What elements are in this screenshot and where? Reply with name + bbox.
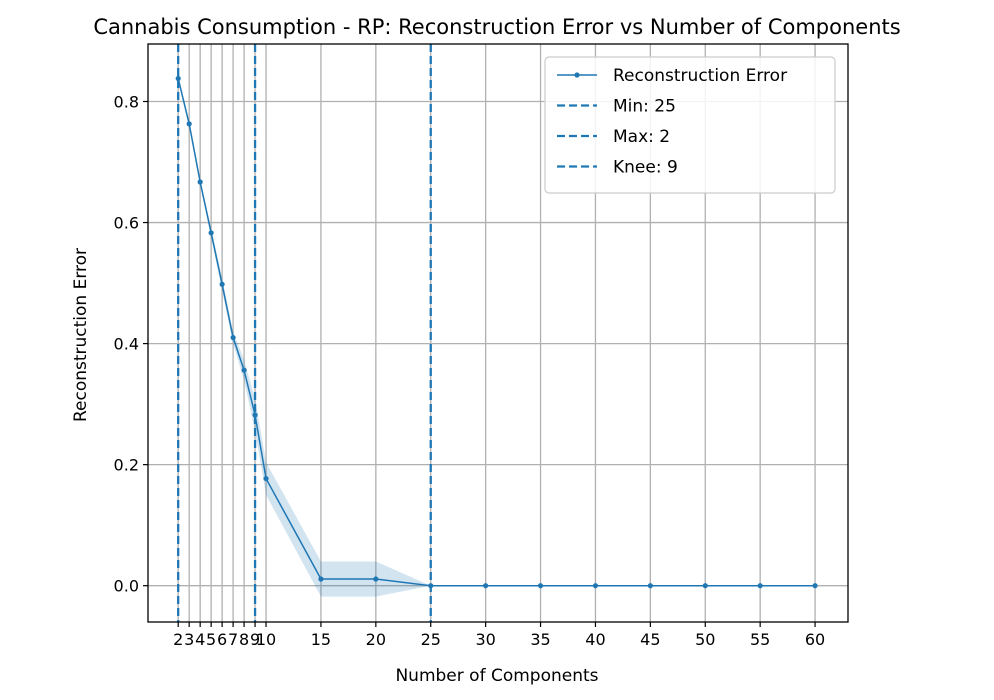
data-point — [208, 230, 214, 236]
y-tick-label: 0.8 — [114, 92, 139, 111]
data-point — [537, 583, 544, 589]
x-tick-label: 50 — [695, 630, 715, 649]
data-point — [186, 121, 192, 127]
data-point — [647, 583, 653, 589]
y-tick-label: 0.0 — [114, 577, 139, 596]
x-tick-label: 30 — [475, 630, 495, 649]
data-point — [241, 367, 247, 373]
x-tick-label: 5 — [206, 630, 216, 649]
legend-box — [544, 56, 836, 194]
series-layer — [175, 75, 818, 589]
data-point — [252, 412, 258, 418]
y-tick-label: 0.4 — [114, 335, 139, 354]
x-tick-label: 4 — [195, 630, 205, 649]
reference-lines — [177, 44, 432, 622]
y-tick-label: 0.6 — [114, 214, 139, 233]
x-tick-label: 6 — [217, 630, 227, 649]
x-tick-label: 7 — [228, 630, 238, 649]
data-point — [263, 475, 269, 482]
x-tick-label: 55 — [750, 630, 770, 649]
data-point — [219, 281, 225, 287]
x-tick-label: 25 — [421, 630, 441, 649]
data-point — [175, 75, 181, 82]
y-tick-label: 0.2 — [114, 456, 139, 475]
data-point — [592, 583, 599, 589]
legend-label: Knee: 9 — [613, 158, 678, 178]
chart-title: Cannabis Consumption - RP: Reconstructio… — [93, 15, 900, 39]
data-point — [230, 334, 236, 341]
x-tick-label: 9 — [250, 630, 260, 649]
data-point — [197, 179, 203, 185]
legend-label: Min: 25 — [613, 97, 676, 117]
legend-label: Reconstruction Error — [613, 66, 787, 86]
legend-label: Max: 2 — [613, 127, 670, 147]
plot-frame — [147, 43, 849, 623]
x-tick-label: 45 — [640, 630, 660, 649]
x-tick-label: 10 — [256, 630, 276, 649]
axes: 2 3 4 5 6 7 8 910 15 20 25 30 35 40 45 50 55 600.00.20.40… — [114, 43, 849, 649]
x-axis-label: Number of Components — [395, 666, 598, 686]
data-point — [483, 583, 489, 589]
x-tick-label: 3 — [184, 630, 194, 649]
y-axis-label: Reconstruction Error — [71, 248, 91, 422]
data-point — [318, 576, 324, 582]
data-point — [428, 583, 434, 589]
x-tick-label: 8 — [239, 630, 249, 649]
x-tick-label: 60 — [805, 630, 825, 649]
data-point — [702, 583, 708, 589]
legend: Reconstruction Error Min: 25 Max: 2 Knee: 9 — [544, 56, 836, 194]
x-tick-label: 2 — [173, 630, 183, 649]
x-tick-label: 15 — [311, 630, 331, 649]
data-point — [812, 583, 818, 589]
legend-marker-swatch — [574, 72, 580, 78]
data-point — [373, 576, 379, 582]
x-tick-label: 20 — [366, 630, 386, 649]
x-tick-label: 35 — [530, 630, 550, 649]
x-tick-label: 40 — [585, 630, 605, 649]
data-point — [757, 583, 763, 589]
